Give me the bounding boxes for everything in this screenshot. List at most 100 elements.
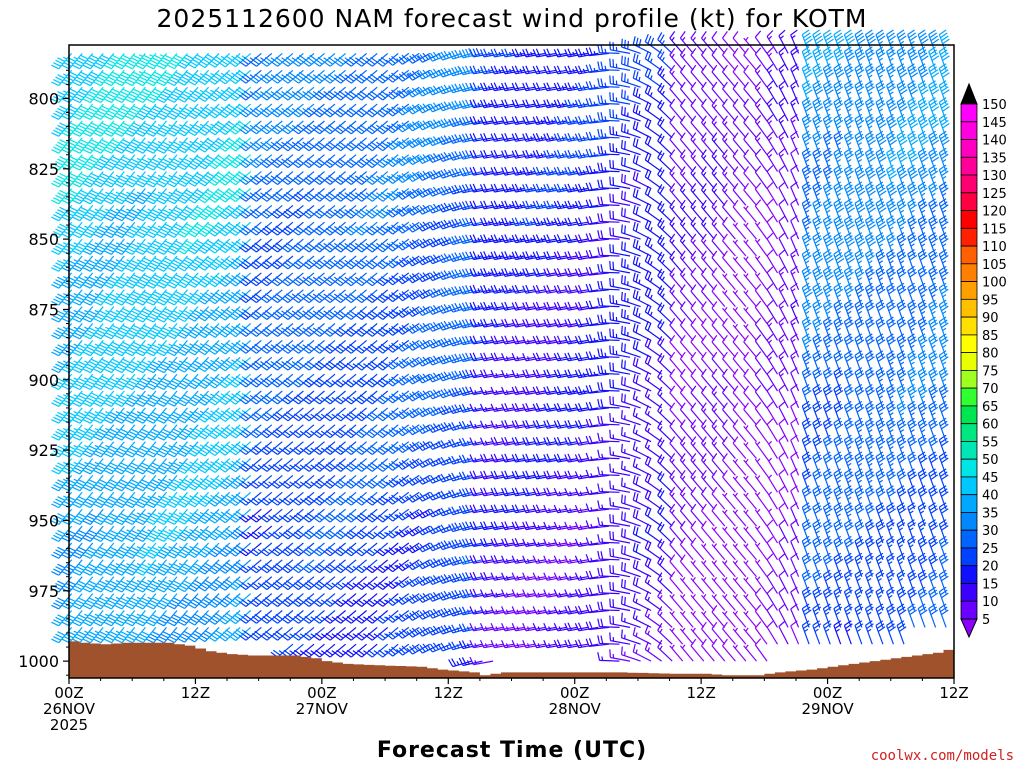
barb-half-flag [189,410,194,414]
barb-flag [168,635,177,641]
barb-flag [126,551,135,557]
wind-barb [114,627,136,644]
barb-flag [76,144,85,149]
wind-barb [82,610,104,627]
barb-shaft [100,373,115,390]
barb-flag [78,293,87,299]
barb-flag [103,216,112,222]
barb-flag [158,79,167,84]
barb-flag [128,296,137,301]
barb-flag [93,317,102,323]
wind-barb [103,171,125,188]
barb-flag [139,566,148,571]
barb-flag [171,228,179,234]
barb-flag [82,419,91,424]
wind-barb [114,458,136,475]
barb-flag [177,333,185,339]
barb-flag [95,197,104,202]
barb-flag [158,247,167,253]
barb-flag [78,192,87,197]
barb-flag [152,74,161,79]
barb-flag [189,179,198,185]
wind-barb [103,356,125,374]
barb-flag [124,317,133,323]
barb-shaft [68,137,83,154]
barb-flag [179,432,188,438]
barb-flag [137,332,146,337]
barb-flag [93,216,102,222]
barb-flag [84,636,93,641]
wind-barb [124,188,146,205]
barb-flag [126,264,135,270]
barb-flag [137,551,146,557]
wind-barb [124,424,146,441]
barb-flag [51,571,60,576]
barb-flag [124,216,133,222]
barb-flag [173,344,182,349]
wind-barb [51,458,73,475]
barb-flag [145,317,154,323]
barb-flag [107,582,116,588]
barb-flag [93,300,102,306]
wind-barb [82,306,104,323]
barb-flag [177,401,185,407]
barb-flag [152,192,161,197]
barb-flag [158,349,167,354]
barb-flag [116,197,125,202]
barb-flag [93,419,102,424]
barb-flag [173,124,182,130]
barb-flag [141,192,150,197]
barb-flag [162,158,171,164]
barb-half-flag [94,444,99,448]
barb-flag [53,619,62,624]
barb-half-flag [136,208,142,212]
barb-flag [183,191,192,197]
barb-flag [82,385,91,391]
barb-flag [194,73,202,79]
barb-half-flag [199,326,205,330]
barb-shaft [68,627,83,644]
barb-flag [141,310,150,316]
barb-flag [84,112,93,118]
barb-flag [93,604,102,610]
barb-flag [74,416,83,422]
barb-flag [51,520,60,526]
barb-flag [61,233,70,239]
barb-shaft [121,576,136,593]
barb-flag [124,334,133,340]
barb-shaft [121,491,136,508]
barb-flag [158,619,167,624]
barb-flag [55,414,64,419]
barb-half-flag [199,478,205,482]
barb-flag [131,242,139,248]
barb-flag [88,276,97,282]
barb-flag [118,397,127,403]
wind-barb [93,407,115,424]
barb-half-flag [126,292,131,296]
barb-flag [114,469,123,475]
barb-flag [133,274,142,279]
barb-flag [158,551,167,557]
barb-flag [183,56,192,62]
barb-shaft [121,171,136,188]
barb-half-flag [178,174,184,178]
barb-flag [147,349,156,354]
barb-flag [150,346,158,352]
barb-flag [72,81,81,87]
barb-flag [187,620,196,626]
barb-flag [105,146,114,152]
barb-half-flag [136,377,142,381]
barb-flag [135,267,144,272]
barb-flag [86,93,95,99]
wind-barb [82,559,104,576]
barb-half-flag [199,528,204,532]
barb-flag [74,146,83,152]
wind-barb [114,188,136,205]
barb-flag [114,520,123,526]
wind-barb [93,356,115,374]
barb-flag [173,428,182,434]
barb-flag [51,469,60,475]
barb-flag [158,332,167,337]
barb-half-flag [115,276,120,279]
barb-flag [162,377,171,383]
